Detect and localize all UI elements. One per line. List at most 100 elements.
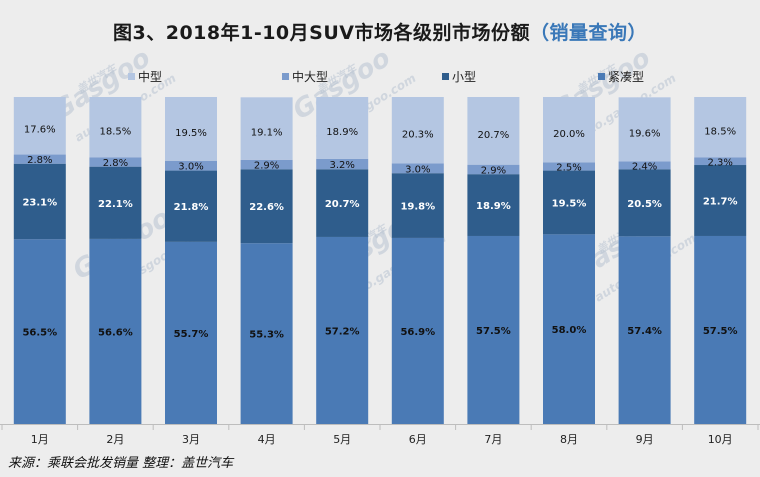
data-label: 57.5% [703, 326, 738, 337]
data-label: 2.9% [481, 165, 506, 176]
bar-segment-小型 [694, 165, 747, 236]
x-tick-label: 7月 [484, 433, 502, 446]
data-label: 23.1% [22, 197, 57, 208]
chart-title-highlight: （销量查询） [529, 22, 647, 44]
data-label: 3.2% [329, 160, 354, 171]
bar-segment-紧凑型 [694, 235, 747, 424]
legend-label: 紧凑型 [608, 70, 644, 84]
bar-segment-中大型 [316, 158, 369, 170]
bar-segment-紧凑型 [316, 236, 369, 424]
data-label: 18.9% [476, 201, 511, 212]
data-label: 2.4% [632, 161, 657, 172]
bar-segment-小型 [467, 174, 520, 236]
bar-segment-紧凑型 [89, 238, 142, 424]
bar-segment-中型 [316, 97, 369, 159]
bar-segment-中大型 [694, 157, 747, 166]
data-label: 19.5% [175, 128, 207, 139]
data-labels: 56.5% 23.1% 2.8% 17.6% 56.6% 22.1% 2.8% 18.5% 55… [22, 125, 737, 341]
data-label: 19.8% [400, 202, 435, 213]
bar-segment-中型 [694, 97, 747, 158]
bar-segment-紧凑型 [240, 243, 293, 424]
x-tick-label: 5月 [333, 433, 351, 446]
data-label: 22.1% [98, 199, 133, 210]
data-label: 18.5% [704, 126, 736, 137]
data-label: 20.7% [325, 199, 360, 210]
data-label: 57.4% [627, 326, 662, 337]
legend-label: 中大型 [292, 69, 328, 84]
data-label: 19.5% [552, 198, 587, 209]
x-tick-label: 2月 [106, 433, 124, 446]
bar-segment-紧凑型 [543, 234, 595, 424]
data-label: 55.7% [174, 329, 209, 340]
bar-segment-小型 [13, 163, 66, 240]
legend-swatch [128, 73, 135, 80]
bar-segment-紧凑型 [618, 236, 671, 424]
legend-swatch [282, 73, 289, 80]
data-label: 21.7% [703, 196, 738, 207]
data-label: 22.6% [249, 202, 284, 213]
bar-segment-中型 [391, 97, 444, 164]
bar-segment-中大型 [165, 160, 217, 171]
bar-segment-中型 [13, 97, 66, 155]
bar-segment-中大型 [543, 162, 595, 171]
data-label: 18.9% [326, 127, 358, 138]
data-label: 3.0% [178, 162, 203, 173]
data-label: 18.5% [100, 126, 132, 137]
bar-segment-小型 [165, 170, 217, 242]
bar-segment-中型 [89, 97, 142, 158]
bar-segment-小型 [240, 169, 293, 244]
data-label: 3.0% [405, 164, 430, 175]
x-tick-label: 8月 [560, 433, 578, 446]
bars [13, 97, 747, 424]
data-label: 2.8% [27, 155, 52, 166]
legend: 中型 中大型 小型 紧凑型 [128, 69, 644, 84]
data-label: 56.5% [22, 328, 57, 339]
x-tick-label: 4月 [258, 433, 276, 446]
x-tick-label: 10月 [708, 433, 733, 446]
bar-segment-中大型 [618, 161, 671, 170]
data-label: 58.0% [552, 325, 587, 336]
bar-segment-中大型 [240, 159, 293, 170]
bar-segment-中型 [165, 97, 217, 161]
data-label: 2.9% [254, 161, 279, 172]
legend-label: 中型 [138, 69, 162, 84]
data-label: 2.5% [556, 162, 581, 173]
data-label: 19.6% [629, 129, 661, 140]
x-tick-label: 6月 [409, 433, 427, 446]
data-label: 56.9% [400, 327, 435, 338]
data-label: 21.8% [174, 202, 209, 213]
chart-title-main: 图3、2018年1-10月SUV市场各级别市场份额 [113, 22, 530, 44]
bar-segment-紧凑型 [165, 241, 217, 424]
bar-segment-中型 [467, 97, 520, 165]
data-label: 2.3% [707, 157, 732, 168]
data-label: 20.0% [553, 129, 585, 140]
bar-segment-小型 [316, 169, 369, 237]
bar-segment-中型 [543, 97, 595, 163]
x-axis-ticks: 1月 2月 3月 4月 5月 6月 7月 8月 9月 10月 [1, 424, 759, 446]
bar-segment-紧凑型 [13, 239, 66, 424]
data-label: 17.6% [24, 125, 56, 136]
bar-segment-小型 [618, 169, 671, 237]
data-label: 19.1% [251, 128, 283, 139]
x-tick-label: 1月 [31, 433, 49, 446]
bar-segment-小型 [391, 173, 444, 238]
bar-segment-中大型 [89, 157, 142, 167]
bar-segment-紧凑型 [391, 237, 444, 424]
data-label: 57.2% [325, 326, 360, 337]
bar-segment-中大型 [13, 154, 66, 164]
legend-label: 小型 [452, 70, 476, 84]
source-note: 来源：乘联会批发销量 整理：盖世汽车 [8, 456, 234, 471]
x-tick-label: 3月 [182, 433, 200, 446]
data-label: 55.3% [249, 330, 284, 341]
bar-segment-中大型 [467, 164, 520, 175]
bar-segment-中大型 [391, 163, 444, 174]
data-label: 20.3% [402, 130, 434, 141]
legend-swatch [442, 73, 449, 80]
chart-title: 图3、2018年1-10月SUV市场各级别市场份额（销量查询） [0, 18, 760, 45]
bar-segment-紧凑型 [467, 235, 520, 424]
data-label: 56.6% [98, 327, 133, 338]
data-label: 20.5% [627, 199, 662, 210]
data-label: 57.5% [476, 326, 511, 337]
data-label: 2.8% [103, 158, 128, 169]
